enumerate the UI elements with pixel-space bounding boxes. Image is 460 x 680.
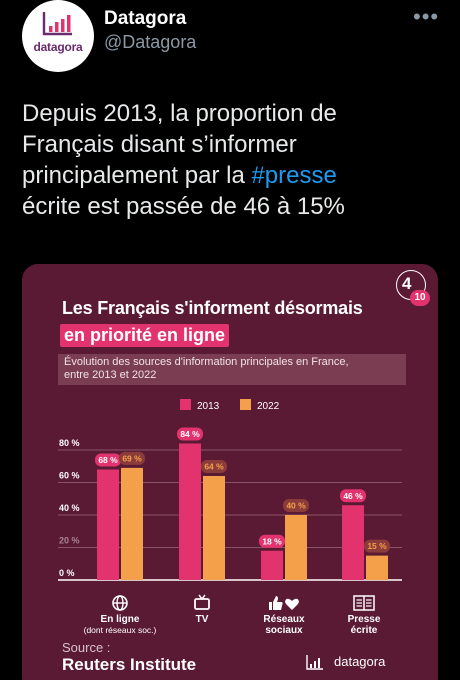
category-reseaux-sociaux: Réseaux sociaux [252,594,316,636]
tv-icon [194,594,210,610]
more-options-icon[interactable]: ••• [413,4,440,29]
card-title: Les Français s'informent désormais [62,298,363,318]
y-tick-label: 0 % [59,568,75,578]
source-label: Source : [62,640,111,655]
newspaper-icon [353,595,375,611]
category-label: Presse [347,614,381,625]
legend-swatch [240,399,251,410]
badge-total: 10 [410,290,430,306]
legend-item-2013: 2013 [180,399,219,412]
y-tick-label: 40 % [59,503,80,513]
data-label-pill [340,489,366,503]
datagora-logo-icon [42,12,72,36]
bar [179,443,201,580]
avatar-logo-text: datagora [33,40,83,54]
data-label-pill [259,534,285,548]
data-label-pill [201,460,227,473]
data-label: 46 % [343,491,363,501]
data-label-pill [119,451,145,465]
data-label: 69 % [122,453,142,463]
author-name[interactable]: Datagora [104,8,187,29]
tweet-text-line: principalement par la #presse [22,160,442,191]
data-label: 84 % [180,429,200,439]
badge-number: 4 [402,274,412,293]
y-tick-label: 20 % [59,536,80,546]
footer-brand-name: datagora [334,654,386,669]
infographic-card[interactable]: 4 10 Les Français s'informent désormais … [22,264,438,680]
tweet-text: Depuis 2013, la proportion de Français d… [22,98,442,222]
like-heart-icon [269,596,299,610]
bar [366,555,388,580]
data-label-pill [177,427,203,441]
y-tick-label: 80 % [59,438,80,448]
bar [97,469,119,580]
tweet-text-line: Depuis 2013, la proportion de [22,100,337,127]
bar [342,505,364,580]
legend-swatch [180,399,191,410]
bar [121,467,143,580]
data-label: 40 % [286,501,306,511]
card-title-highlight: en priorité en ligne [60,324,230,347]
legend-label: 2013 [197,401,220,412]
bar [203,476,225,580]
data-label-pill [95,453,121,467]
data-label: 15 % [367,541,387,551]
slide-badge: 4 10 [396,270,430,306]
category-label: TV [195,614,209,625]
category-label: sociaux [265,625,303,636]
tweet-text-line: écrite est passée de 46 à 15% [22,193,345,220]
category-label: écrite [350,625,378,636]
subtitle-line: Évolution des sources d'information prin… [64,356,349,368]
globe-icon [112,595,128,611]
data-label: 64 % [204,462,224,472]
bar [261,550,283,580]
data-label: 68 % [98,455,118,465]
subtitle-line: entre 2013 et 2022 [64,369,157,381]
chart-subtitle: Évolution des sources d'information prin… [58,354,406,385]
data-label-pill [283,499,309,512]
category-tv: TV [182,594,222,625]
category-label: En ligne [100,614,140,625]
category-en-ligne: En ligne (dont réseaux soc.) [80,594,160,636]
bar [285,515,307,580]
tweet-text-segment: principalement par la [22,162,252,189]
bar-chart: 0 % 20 % 40 % 60 % 80 % 68 % 84 % 18 % 46 % 69 % 6… [58,427,402,581]
avatar[interactable]: datagora [22,0,94,72]
legend-label: 2022 [257,401,280,412]
data-label: 18 % [262,536,282,546]
category-presse-ecrite: Presse écrite [334,594,394,636]
legend-item-2022: 2022 [240,399,279,412]
source-value: Reuters Institute [62,655,197,674]
category-sublabel: (dont réseaux soc.) [83,625,157,635]
tweet-text-line: Français disant s’informer [22,131,297,158]
author-handle[interactable]: @Datagora [104,32,197,52]
hashtag-link[interactable]: #presse [251,162,337,189]
y-tick-label: 60 % [59,471,80,481]
datagora-footer-logo-icon [306,655,323,670]
category-label: Réseaux [263,614,305,625]
data-label-pill [364,539,390,553]
